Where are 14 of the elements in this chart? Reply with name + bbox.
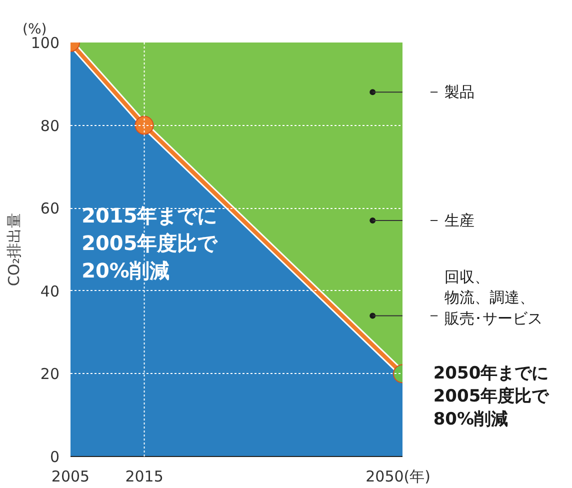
annotation: 2015年までに 2005年度比で 20%削減 [82, 203, 218, 283]
y-tick-label: 40 [40, 282, 60, 300]
text: 生産 [444, 212, 475, 230]
y-tick-label: 60 [40, 200, 60, 218]
x-tick-label: 2015 [125, 468, 164, 486]
annotation: 2050年までに 2005年度比で 80%削減 [433, 364, 550, 430]
x-tick-label: 2005 [51, 468, 90, 486]
text: 回収、物流、調達、販売･サービス [444, 268, 543, 328]
x-tick-label: 2050(年) [366, 468, 431, 486]
y-tick-label: 20 [40, 365, 60, 384]
y-axis-title: CO₂排出量 [4, 212, 23, 286]
text: 製品 [444, 83, 475, 102]
y-tick-label: 80 [40, 116, 60, 135]
y-tick-label: 0 [50, 448, 60, 466]
